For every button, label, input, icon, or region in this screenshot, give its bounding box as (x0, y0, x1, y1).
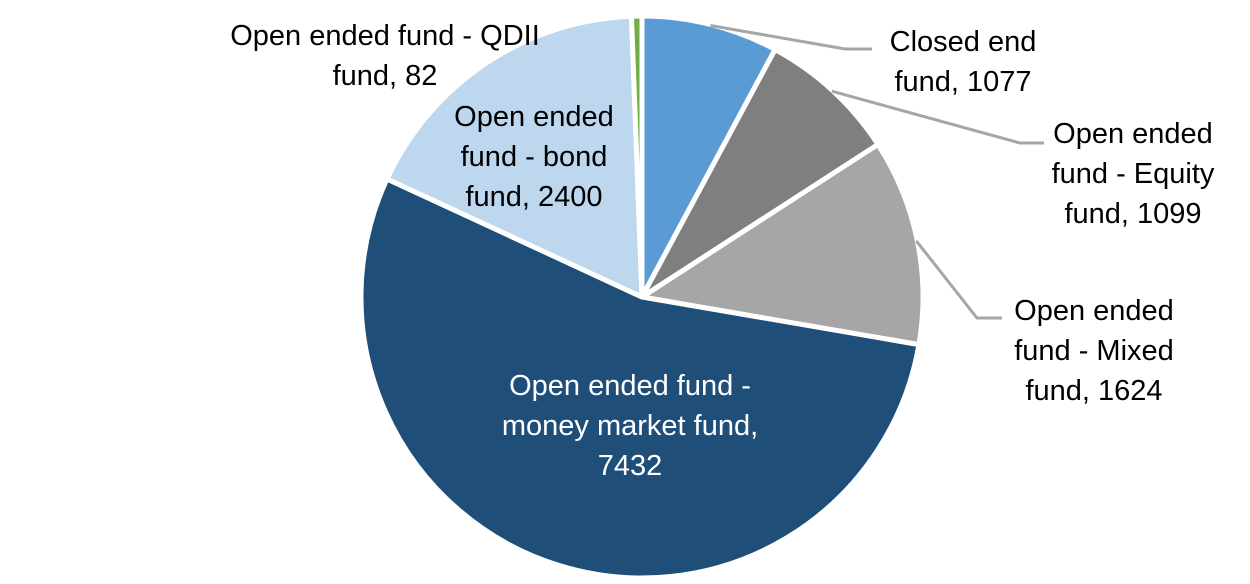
data-label-line: fund, 2400 (465, 181, 603, 213)
data-label-line: fund - Mixed (1014, 335, 1174, 367)
leader-line-equity-fund (831, 89, 1044, 145)
pie-slice-qdii-fund[interactable] (628, 13, 645, 300)
data-label-line: Open ended fund - QDII (230, 20, 540, 52)
data-label-line: fund, 1624 (1025, 375, 1163, 407)
leader-line-closed-end-fund (710, 24, 872, 51)
data-label-line: Open ended (1014, 295, 1174, 327)
leader-line-mixed-fund (915, 239, 1002, 320)
data-label-line: money market fund, (501, 410, 759, 442)
pie-slice-bond-fund[interactable] (384, 13, 645, 300)
data-label-line: Open ended fund - (509, 370, 751, 402)
data-label-mixed-fund: Open ended fund - Mixed fund, 1624 (1014, 291, 1174, 411)
data-label-money-market-fund: Open ended fund - money market fund, 7432 (502, 366, 758, 486)
pie-slice-money-market-fund[interactable] (358, 176, 922, 581)
data-label-line: Closed end (889, 26, 1037, 58)
data-label-line: fund, 1077 (894, 66, 1032, 98)
data-label-line: 7432 (597, 450, 663, 482)
data-label-bond-fund: Open ended fund - bond fund, 2400 (454, 97, 614, 217)
data-label-equity-fund: Open ended fund - Equity fund, 1099 (1052, 114, 1215, 234)
data-label-qdii-fund: Open ended fund - QDII fund, 82 (230, 16, 540, 96)
data-label-line: Open ended (1053, 118, 1213, 150)
data-label-line: fund - Equity (1051, 158, 1215, 190)
data-label-line: fund, 82 (332, 60, 438, 92)
data-label-line: fund, 1099 (1064, 198, 1202, 230)
data-label-line: Open ended (454, 101, 614, 133)
data-label-line: fund - bond (460, 141, 608, 173)
data-label-closed-end-fund: Closed end fund, 1077 (890, 22, 1037, 102)
